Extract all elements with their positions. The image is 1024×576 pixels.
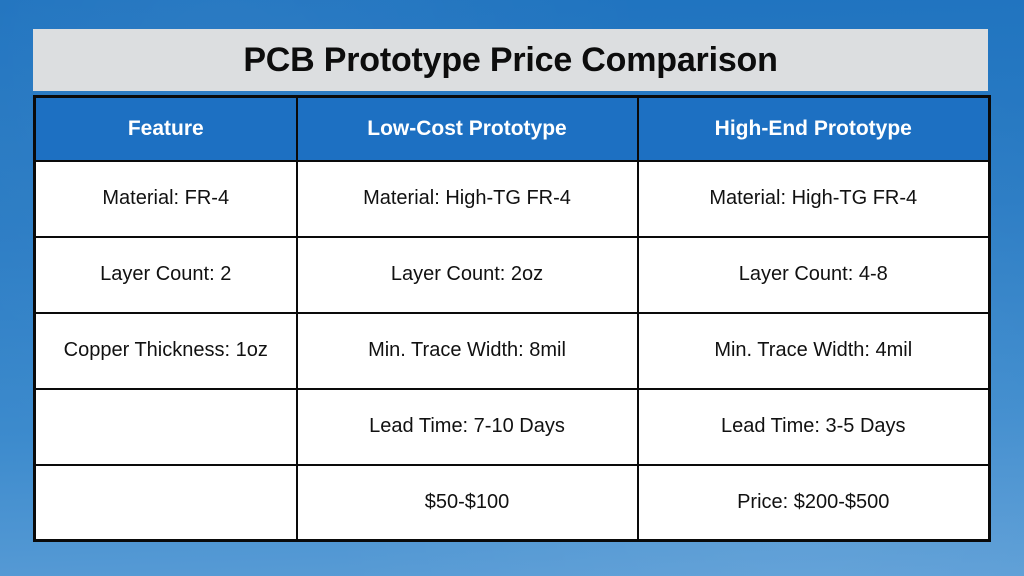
cell-low-cost: Material: High-TG FR-4 bbox=[295, 159, 639, 238]
table-row: Lead Time: 7-10 Days Lead Time: 3-5 Days bbox=[33, 387, 991, 466]
table-body: Material: FR-4 Material: High-TG FR-4 Ma… bbox=[33, 159, 991, 542]
comparison-table: Feature Low-Cost Prototype High-End Prot… bbox=[33, 95, 991, 542]
table-header-row: Feature Low-Cost Prototype High-End Prot… bbox=[33, 95, 991, 162]
cell-high-end: Price: $200-$500 bbox=[636, 463, 991, 542]
title-bar: PCB Prototype Price Comparison bbox=[33, 29, 988, 91]
table-row: Material: FR-4 Material: High-TG FR-4 Ma… bbox=[33, 159, 991, 238]
column-header-high-end-prototype: High-End Prototype bbox=[636, 95, 991, 162]
cell-feature bbox=[33, 463, 298, 542]
cell-feature: Copper Thickness: 1oz bbox=[33, 311, 298, 390]
cell-feature: Layer Count: 2 bbox=[33, 235, 298, 314]
table-row: $50-$100 Price: $200-$500 bbox=[33, 463, 991, 542]
cell-feature bbox=[33, 387, 298, 466]
column-header-low-cost-prototype: Low-Cost Prototype bbox=[295, 95, 639, 162]
cell-feature: Material: FR-4 bbox=[33, 159, 298, 238]
cell-low-cost: Layer Count: 2oz bbox=[295, 235, 639, 314]
page-title: PCB Prototype Price Comparison bbox=[243, 41, 778, 79]
cell-high-end: Min. Trace Width: 4mil bbox=[636, 311, 991, 390]
cell-low-cost: Min. Trace Width: 8mil bbox=[295, 311, 639, 390]
cell-high-end: Lead Time: 3-5 Days bbox=[636, 387, 991, 466]
table-header: Feature Low-Cost Prototype High-End Prot… bbox=[33, 95, 991, 162]
column-header-feature: Feature bbox=[33, 95, 298, 162]
table-row: Copper Thickness: 1oz Min. Trace Width: … bbox=[33, 311, 991, 390]
cell-low-cost: Lead Time: 7-10 Days bbox=[295, 387, 639, 466]
cell-low-cost: $50-$100 bbox=[295, 463, 639, 542]
cell-high-end: Layer Count: 4-8 bbox=[636, 235, 991, 314]
cell-high-end: Material: High-TG FR-4 bbox=[636, 159, 991, 238]
table-row: Layer Count: 2 Layer Count: 2oz Layer Co… bbox=[33, 235, 991, 314]
